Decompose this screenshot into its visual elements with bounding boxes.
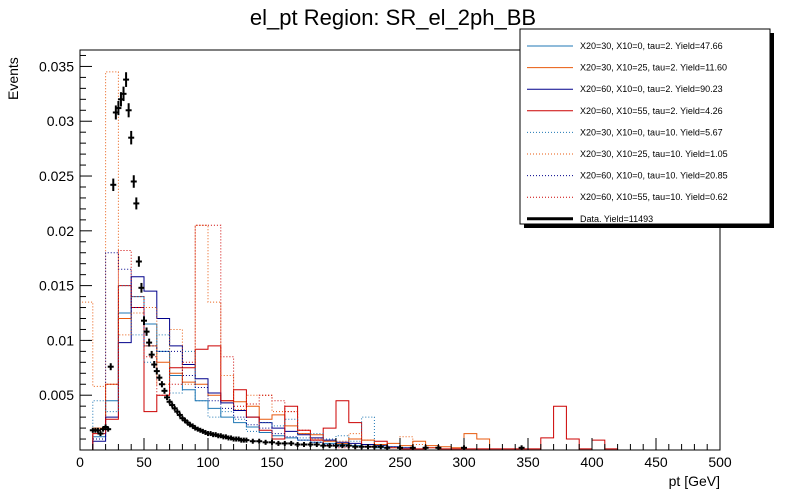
x-tick-label: 300	[452, 454, 476, 470]
x-tick-label: 0	[76, 454, 84, 470]
data-series	[89, 72, 525, 451]
y-axis: 0.005 0.01 0.015 0.02 0.025 0.03 0.035	[39, 54, 92, 440]
legend-entry-label: X20=30, X10=0, tau=2. Yield=47.66	[580, 41, 723, 51]
legend-entry-label: X20=30, X10=25, tau=2. Yield=11.60	[580, 63, 727, 73]
x-tick-label: 100	[196, 454, 220, 470]
y-tick-label: 0.03	[47, 113, 74, 129]
legend-entry-label: X20=30, X10=0, tau=10. Yield=5.67	[580, 127, 723, 137]
legend-entry-label: X20=60, X10=55, tau=10. Yield=0.62	[580, 192, 728, 202]
x-tick-label: 400	[580, 454, 604, 470]
y-tick-label: 0.025	[39, 168, 74, 184]
x-tick-label: 450	[644, 454, 668, 470]
x-axis: 0 50 100 150 200 250 300 350 400 450 500	[76, 438, 732, 470]
legend-entry-label: X20=60, X10=0, tau=10. Yield=20.85	[580, 171, 728, 181]
legend-entry-label: X20=60, X10=0, tau=2. Yield=90.23	[580, 84, 723, 94]
chart-title: el_pt Region: SR_el_2ph_BB	[250, 5, 536, 30]
histogram-series-4	[80, 285, 619, 451]
x-tick-label: 200	[324, 454, 348, 470]
y-tick-label: 0.005	[39, 387, 74, 403]
y-axis-label: Events	[5, 57, 21, 100]
legend: X20=30, X10=0, tau=2. Yield=47.66 X20=30,…	[519, 28, 774, 228]
x-axis-label: pt [GeV]	[669, 473, 720, 489]
legend-entry-label: Data. Yield=11493	[580, 214, 653, 224]
x-tick-label: 350	[516, 454, 540, 470]
x-tick-label: 250	[388, 454, 412, 470]
data-points-layer	[89, 72, 525, 451]
x-tick-label: 150	[260, 454, 284, 470]
y-tick-label: 0.02	[47, 223, 74, 239]
x-tick-label: 50	[136, 454, 152, 470]
y-tick-label: 0.015	[39, 278, 74, 294]
legend-entries: X20=30, X10=0, tau=2. Yield=47.66 X20=30,…	[527, 41, 728, 224]
legend-entry-label: X20=30, X10=25, tau=10. Yield=1.05	[580, 149, 728, 159]
y-tick-label: 0.035	[39, 58, 74, 74]
x-tick-label: 500	[708, 454, 732, 470]
legend-entry-label: X20=60, X10=55, tau=2. Yield=4.26	[580, 106, 723, 116]
legend-box	[519, 28, 771, 225]
histogram-series-8	[80, 224, 350, 451]
series-layer	[79, 71, 619, 451]
y-tick-label: 0.01	[47, 332, 74, 348]
